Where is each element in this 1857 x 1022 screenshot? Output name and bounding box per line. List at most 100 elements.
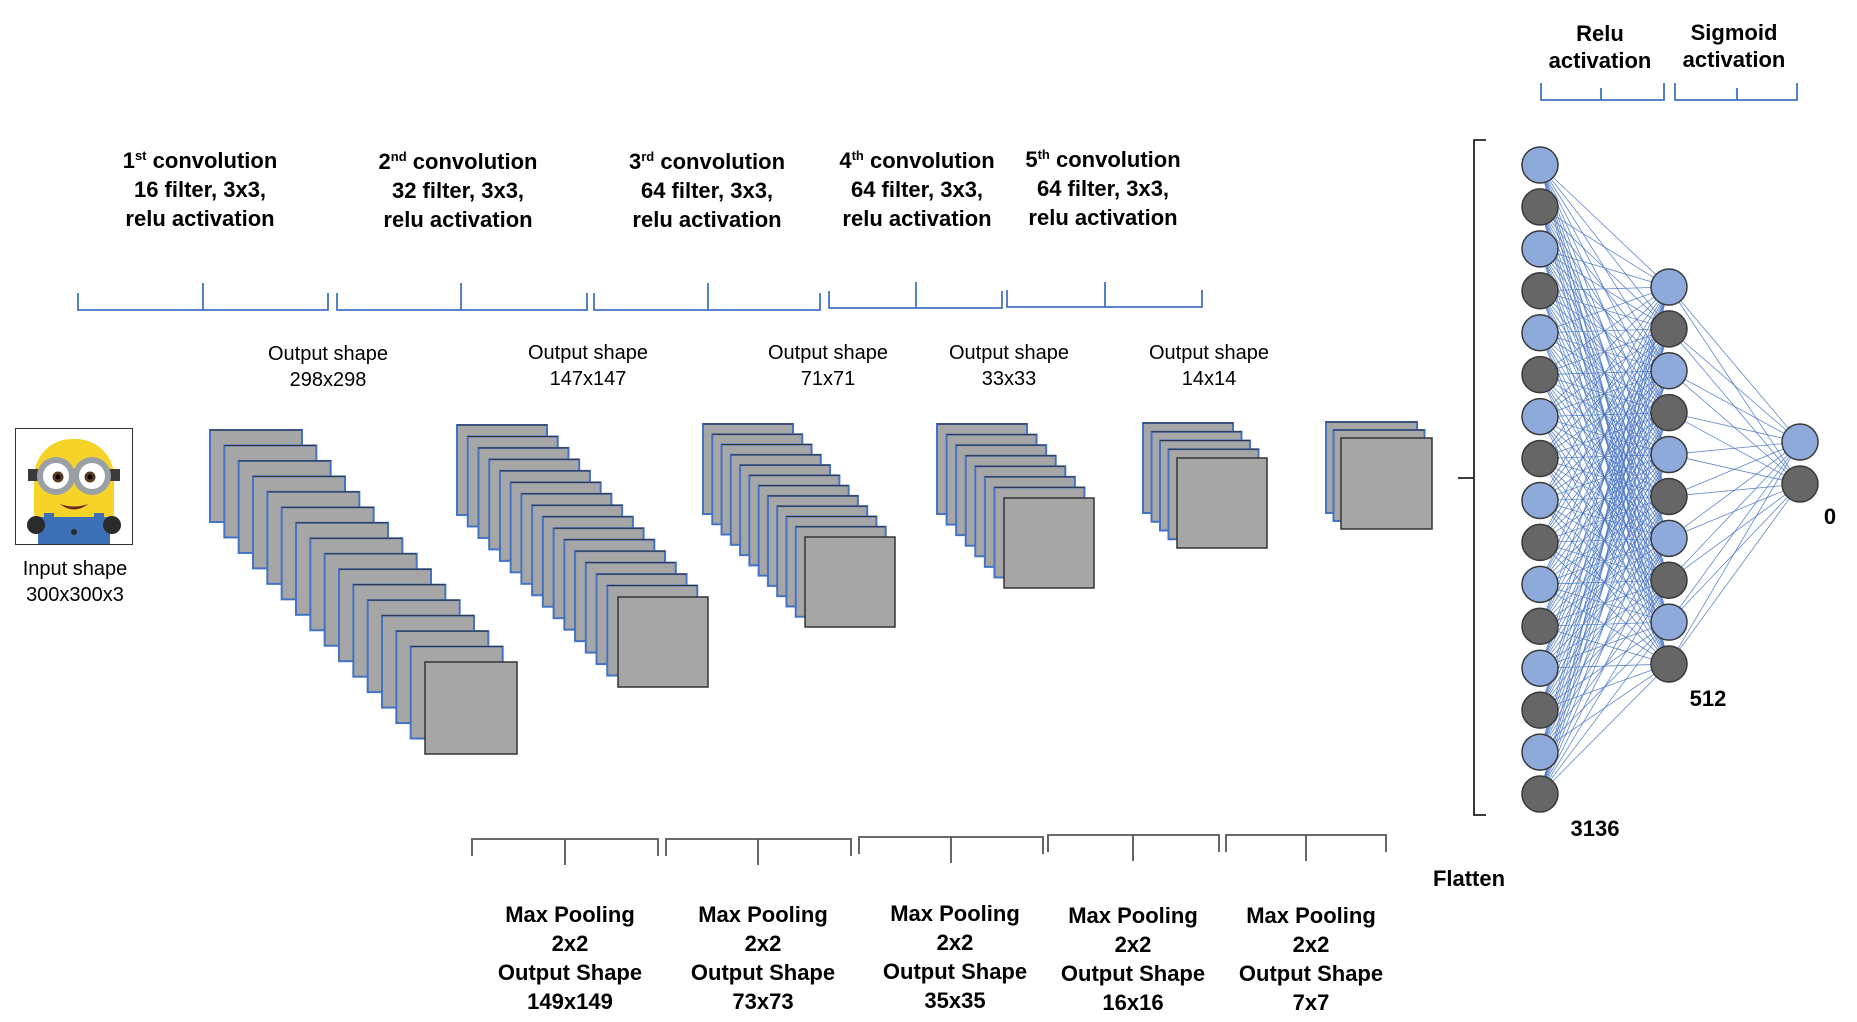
connection-line [1668,441,1801,497]
input-layer-node [1521,188,1559,226]
pool5-label: Max Pooling 2x2 Output Shape 7x7 [1201,901,1421,1017]
pool2-brace [665,838,852,865]
hidden-layer-node [1650,393,1688,432]
pool3-output-title: Output Shape [882,959,1028,984]
feature-map [1340,437,1433,530]
connection-line [1668,286,1801,443]
connection-line [1539,663,1670,795]
conv4-output-title: Output shape [948,342,1070,364]
conv3-brace [593,283,821,311]
stack-6 [1325,421,1433,530]
pool1-brace [471,838,659,865]
conv1-title: 1st convolution [80,146,320,175]
conv4-activation: relu activation [842,206,992,231]
output-layer-node [1781,465,1819,503]
pool1-title: Max Pooling [505,902,635,927]
conv2-title-text: convolution [412,149,538,174]
connection-line [1539,621,1670,795]
conv3-title-text: convolution [660,149,786,174]
conv2-output-shape: 147x147 [549,368,627,390]
pool5-size: 2x2 [1292,932,1330,957]
hidden-layer-node [1650,561,1688,599]
relu-brace [1540,83,1665,101]
flatten-bracket [1458,139,1486,816]
conv1-filters: 16 filter, 3x3, [133,177,267,202]
feature-map [804,536,896,628]
connection-line [1539,286,1670,795]
stack-4 [936,423,1095,589]
conv3-output-title: Output shape [767,342,889,364]
connection-line [1539,538,1670,795]
hidden-layer-node [1650,645,1688,683]
conv1-ordinal-suffix: st [134,148,147,163]
conv2-output-label: Output shape 147x147 [488,340,688,392]
minion-icon [27,439,121,544]
sigmoid-brace [1674,83,1798,101]
relu-line1: Relu [1576,21,1624,46]
conv1-output-shape: 298x298 [289,369,367,391]
connection-line [1668,483,1801,665]
stack-3 [702,423,896,628]
conv2-activation: relu activation [383,207,533,232]
conv3-filters: 64 filter, 3x3, [640,178,774,203]
conv4-ordinal-suffix: th [851,148,864,163]
conv1-ordinal: 1 [122,148,135,173]
conv3-output-label: Output shape 71x71 [728,340,928,392]
feature-map [424,661,518,755]
conv2-filters: 32 filter, 3x3, [391,178,525,203]
pool5-title: Max Pooling [1246,903,1376,928]
connection-line [1668,441,1801,665]
pool2-title: Max Pooling [698,902,828,927]
relu-activation-label: Relu activation [1525,20,1675,74]
conv3-activation: relu activation [632,207,782,232]
input-layer-node [1521,355,1559,394]
conv1-label: 1st convolution 16 filter, 3x3, relu act… [80,146,320,233]
conv4-output-label: Output shape 33x33 [909,340,1109,392]
conv4-label: 4th convolution 64 filter, 3x3, relu act… [797,146,1037,233]
conv2-brace [336,283,588,311]
connection-line [1539,286,1670,417]
conv4-title-text: convolution [870,148,995,173]
connection-line [1539,412,1670,795]
connection-line [1539,164,1670,288]
input-layer-node [1521,146,1559,184]
connection-line [1539,454,1670,795]
conv1-output-title: Output shape [267,343,389,365]
input-shape-label: Input shape 300x300x3 [0,556,150,608]
input-layer-node [1521,272,1559,310]
pool2-output-title: Output Shape [690,960,836,985]
conv4-output-shape: 33x33 [981,368,1037,390]
output-layer-node [1781,423,1819,461]
sigmoid-activation-label: Sigmoid activation [1659,19,1809,73]
conv3-ordinal: 3 [628,149,642,174]
conv4-title: 4th convolution [797,146,1037,175]
dense-nodes [1521,146,1819,813]
conv5-title-text: convolution [1056,147,1181,172]
sigmoid-line2: activation [1682,47,1786,72]
connection-line [1539,206,1670,288]
connection-line [1539,286,1670,585]
hidden-layer-node [1650,603,1688,641]
output-layer-size: 0 [1823,504,1837,529]
hidden-layer-node [1650,477,1688,516]
conv1-title-text: convolution [152,148,278,173]
pool2-output-shape: 73x73 [732,989,794,1014]
input-label-text: Input shape [22,558,128,580]
stack-1 [209,429,518,755]
conv5-label: 5th convolution 64 filter, 3x3, relu act… [983,145,1223,232]
input-layer-node [1521,775,1559,813]
pool1-size: 2x2 [551,931,589,956]
input-image [15,428,133,545]
connection-line [1668,441,1801,623]
connection-line [1539,286,1670,669]
pool4-title: Max Pooling [1068,903,1198,928]
connection-line [1539,286,1670,375]
dense-connections [1539,164,1801,795]
connection-line [1539,496,1670,795]
stack-5 [1142,422,1268,549]
input-layer-node [1521,481,1559,520]
input-layer-node [1521,565,1559,604]
conv1-output-label: Output shape 298x298 [228,341,428,393]
